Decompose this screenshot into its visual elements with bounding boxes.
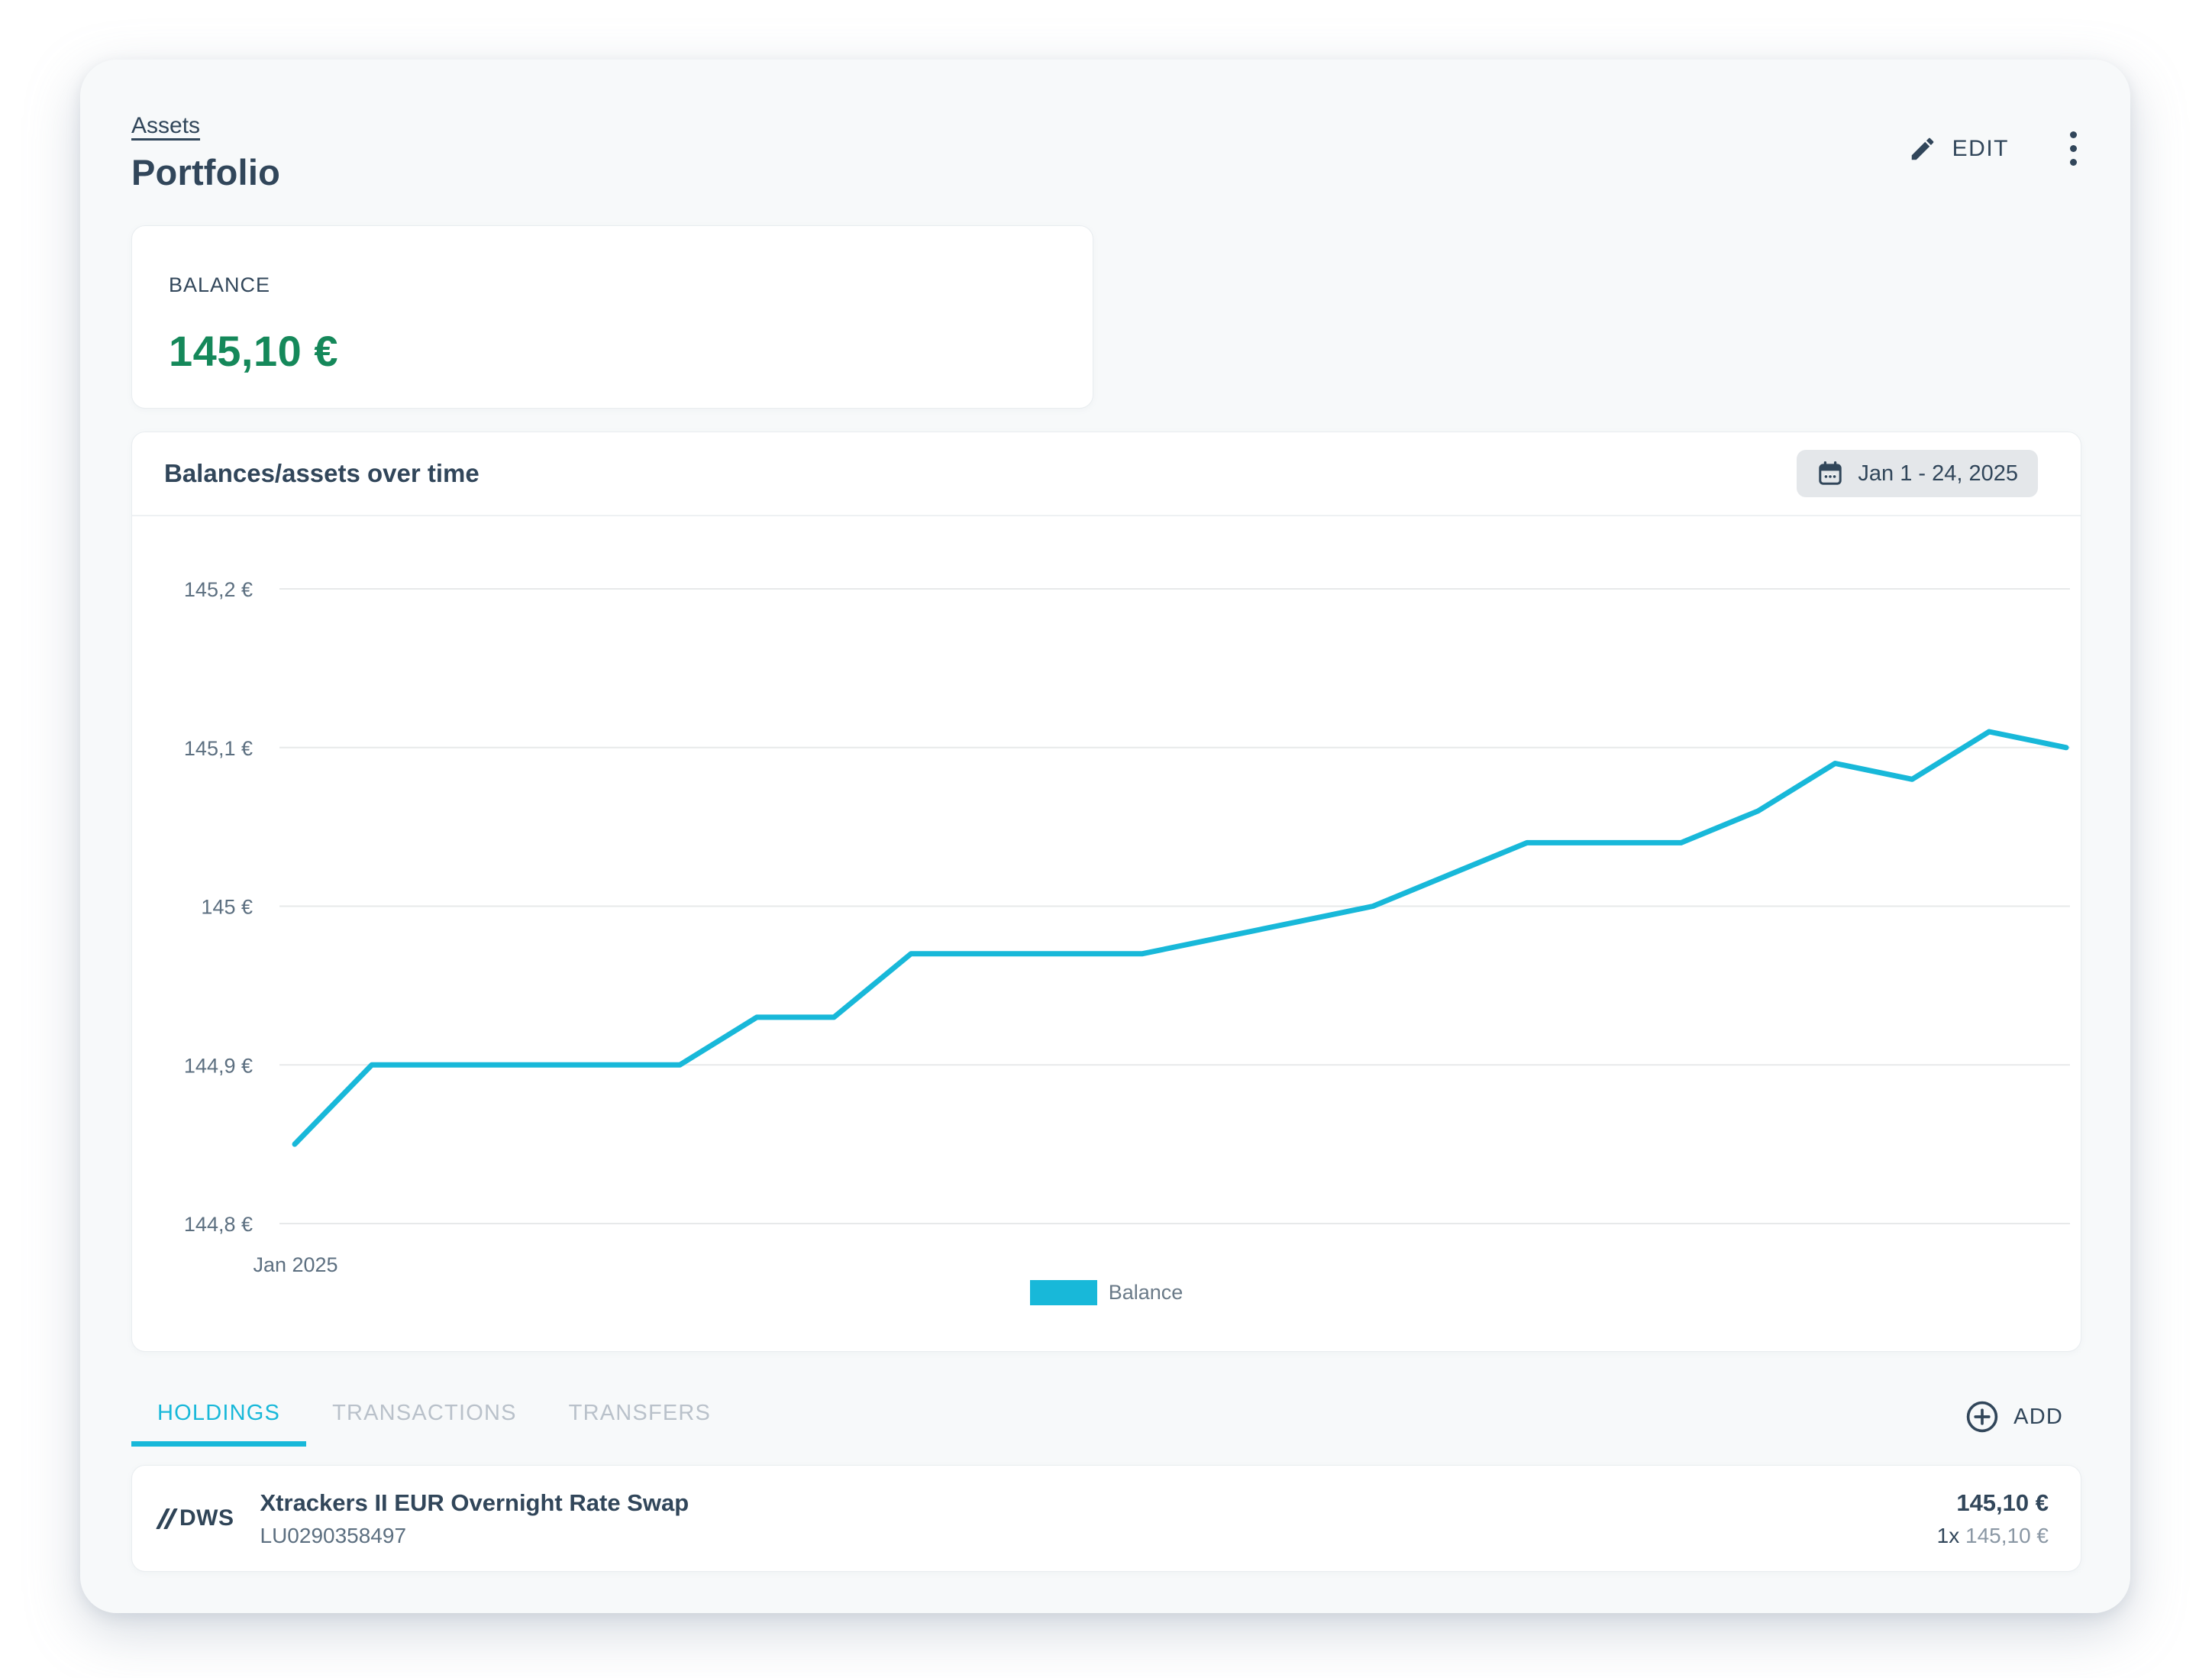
edit-button-label: EDIT [1952, 135, 2009, 161]
balance-line-series [292, 729, 2069, 1147]
edit-button[interactable]: EDIT [1908, 134, 2009, 163]
chart-title: Balances/assets over time [164, 459, 480, 487]
y-tick-label: 145 € [201, 896, 253, 919]
date-range-picker[interactable]: Jan 1 - 24, 2025 [1797, 450, 2038, 497]
plus-circle-icon [1966, 1401, 1998, 1433]
page-header: Assets Portfolio EDIT [131, 113, 2081, 193]
header-actions: EDIT [1908, 127, 2081, 170]
portfolio-app-card: Assets Portfolio EDIT BALANCE 145,10 € B [80, 60, 2130, 1613]
y-tick-label: 145,2 € [184, 578, 253, 601]
balance-value: 145,10 € [169, 327, 338, 375]
date-range-label: Jan 1 - 24, 2025 [1858, 461, 2018, 486]
balance-card: BALANCE 145,10 € [131, 225, 1093, 409]
x-tick-label: Jan 2025 [253, 1253, 337, 1276]
add-button[interactable]: ADD [1965, 1399, 2063, 1447]
legend-swatch-balance [1029, 1280, 1097, 1305]
tab-transactions[interactable]: TRANSACTIONS [332, 1401, 517, 1425]
tabs: HOLDINGS TRANSACTIONS TRANSFERS [131, 1390, 737, 1447]
breadcrumb-assets-link[interactable]: Assets [131, 113, 201, 138]
legend-label-balance: Balance [1108, 1281, 1184, 1304]
tab-transfers[interactable]: TRANSFERS [568, 1401, 712, 1425]
holding-values: 145,10 € 1x 145,10 € [1937, 1489, 2049, 1548]
calendar-icon [1819, 461, 1842, 485]
holding-quantity-price: 1x 145,10 € [1937, 1524, 2049, 1548]
chart-legend: Balance [132, 1280, 2081, 1347]
add-button-label: ADD [2013, 1404, 2063, 1429]
chart-header: Balances/assets over time Jan [132, 432, 2081, 516]
kebab-menu-icon[interactable] [2065, 127, 2081, 170]
line-chart-canvas[interactable]: 144,8 € 144,9 € 145 € 145,1 € 145,2 € Jan 202… [132, 516, 2091, 1280]
holding-quantity: 1x [1936, 1523, 1960, 1547]
page-title: Portfolio [131, 152, 280, 192]
tabs-row: HOLDINGS TRANSACTIONS TRANSFERS ADD [131, 1390, 2081, 1447]
pencil-icon [1911, 137, 1933, 160]
security-isin: LU0290358497 [260, 1523, 407, 1547]
balance-label: BALANCE [169, 273, 271, 296]
y-tick-label: 144,9 € [184, 1054, 253, 1077]
y-tick-label: 144,8 € [184, 1213, 253, 1236]
security-name: Xtrackers II EUR Overnight Rate Swap [260, 1489, 689, 1516]
security-info: Xtrackers II EUR Overnight Rate Swap LU0… [260, 1489, 689, 1548]
holding-total-value: 145,10 € [1956, 1489, 2049, 1516]
dws-logo-text: DWS [179, 1505, 234, 1531]
holding-row[interactable]: DWS Xtrackers II EUR Overnight Rate Swap… [131, 1465, 2081, 1572]
balance-chart: 144,8 € 144,9 € 145 € 145,1 € 145,2 € Jan 202… [132, 516, 2081, 1347]
title-block: Assets Portfolio [131, 113, 280, 193]
y-tick-label: 145,1 € [184, 737, 253, 760]
holding-unit-value: 145,10 € [1965, 1523, 2049, 1547]
tab-holdings[interactable]: HOLDINGS [131, 1390, 307, 1447]
dws-logo: DWS [156, 1505, 234, 1531]
chart-card: Balances/assets over time Jan [131, 432, 2081, 1352]
